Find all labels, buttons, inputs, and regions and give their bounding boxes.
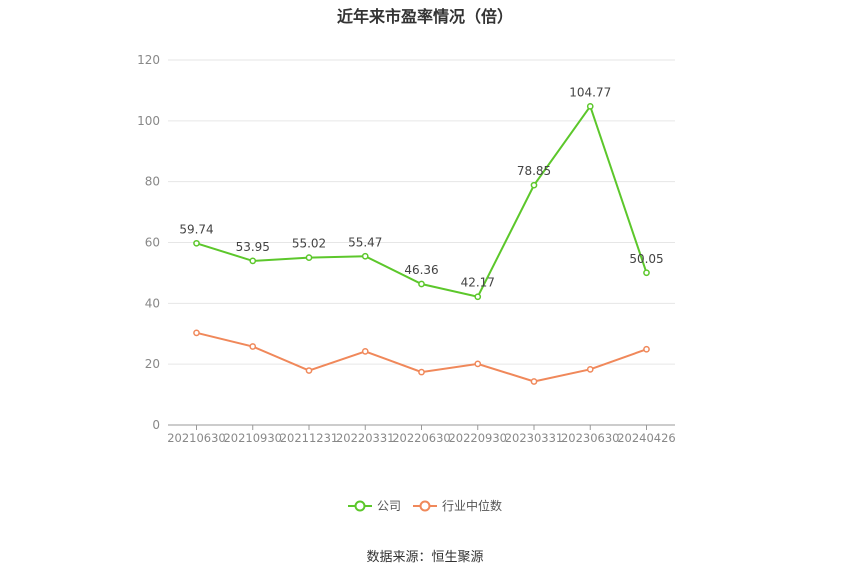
data-point [418,368,425,376]
data-point [305,254,313,261]
axes: 0204060801001202021063020210930202112312… [137,53,676,445]
data-point [361,348,369,355]
legend-label: 公司 [376,499,401,513]
y-tick-label: 100 [137,114,160,128]
x-tick-label: 20210630 [167,431,226,445]
data-point [586,365,594,373]
y-tick-label: 0 [152,418,160,432]
data-point [643,269,650,277]
data-point [474,293,482,301]
x-tick-label: 20211231 [280,431,339,445]
data-label: 50.05 [629,252,663,266]
legend-marker-icon [413,500,437,511]
y-tick-label: 40 [145,296,160,310]
data-point [193,239,200,247]
data-label: 46.36 [404,263,438,277]
data-point [530,181,538,189]
data-label: 78.85 [517,164,551,178]
series-lines [193,102,650,385]
data-label: 55.02 [292,237,326,251]
x-tick-label: 20220630 [392,431,451,445]
data-point [586,102,594,110]
data-point [474,360,482,368]
x-tick-label: 20220930 [448,431,507,445]
x-tick-label: 20230331 [505,431,564,445]
chart-title: 近年来市盈率情况（倍） [336,7,513,26]
data-point [249,257,257,265]
y-tick-label: 80 [145,175,160,189]
legend-item[interactable]: 公司 [347,497,401,514]
data-label: 53.95 [236,240,270,254]
legend: 公司 行业中位数 [0,497,850,516]
data-label: 42.17 [461,276,495,290]
legend-marker-icon [347,500,372,511]
grid-lines [168,59,675,365]
data-point [643,345,650,353]
x-tick-label: 20210930 [223,431,282,445]
data-point [193,329,200,337]
data-point [249,343,257,350]
y-tick-label: 60 [145,236,160,250]
data-point [361,252,369,260]
source-note: 数据来源：恒生聚源 [366,550,484,565]
data-label: 55.47 [348,235,382,249]
data-label: 104.77 [569,85,611,99]
x-tick-label: 20220331 [336,431,395,445]
legend-label: 行业中位数 [442,499,503,513]
x-tick-label: 20230630 [561,431,620,445]
y-tick-label: 120 [137,53,160,67]
data-point [530,378,538,385]
x-tick-label: 20240426 [617,431,676,445]
data-point [305,367,313,374]
data-point [418,280,425,288]
y-tick-label: 20 [145,357,160,371]
data-labels: 59.74 53.95 55.02 55.47 46.36 42.17 78.85 104.7… [179,85,663,289]
data-label: 59.74 [179,222,213,236]
legend-item[interactable]: 行业中位数 [413,497,502,514]
